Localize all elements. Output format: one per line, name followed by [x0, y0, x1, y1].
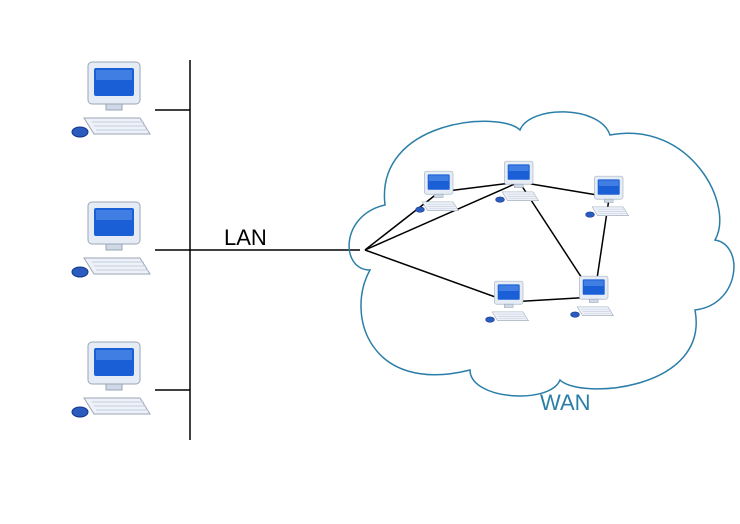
- wan-label: WAN: [540, 390, 591, 416]
- wan-computer-w3: [486, 281, 529, 322]
- lan-computer-0: [72, 62, 150, 137]
- lan-computer-1: [72, 202, 150, 277]
- wan-computer-w1: [496, 161, 539, 202]
- wan-computer-w4: [571, 276, 614, 317]
- diagram-stage: LAN WAN: [0, 0, 740, 524]
- lan-computer-2: [72, 342, 150, 417]
- lan-label: LAN: [224, 225, 267, 251]
- network-lines: [0, 0, 740, 524]
- wan-computer-w2: [586, 176, 629, 217]
